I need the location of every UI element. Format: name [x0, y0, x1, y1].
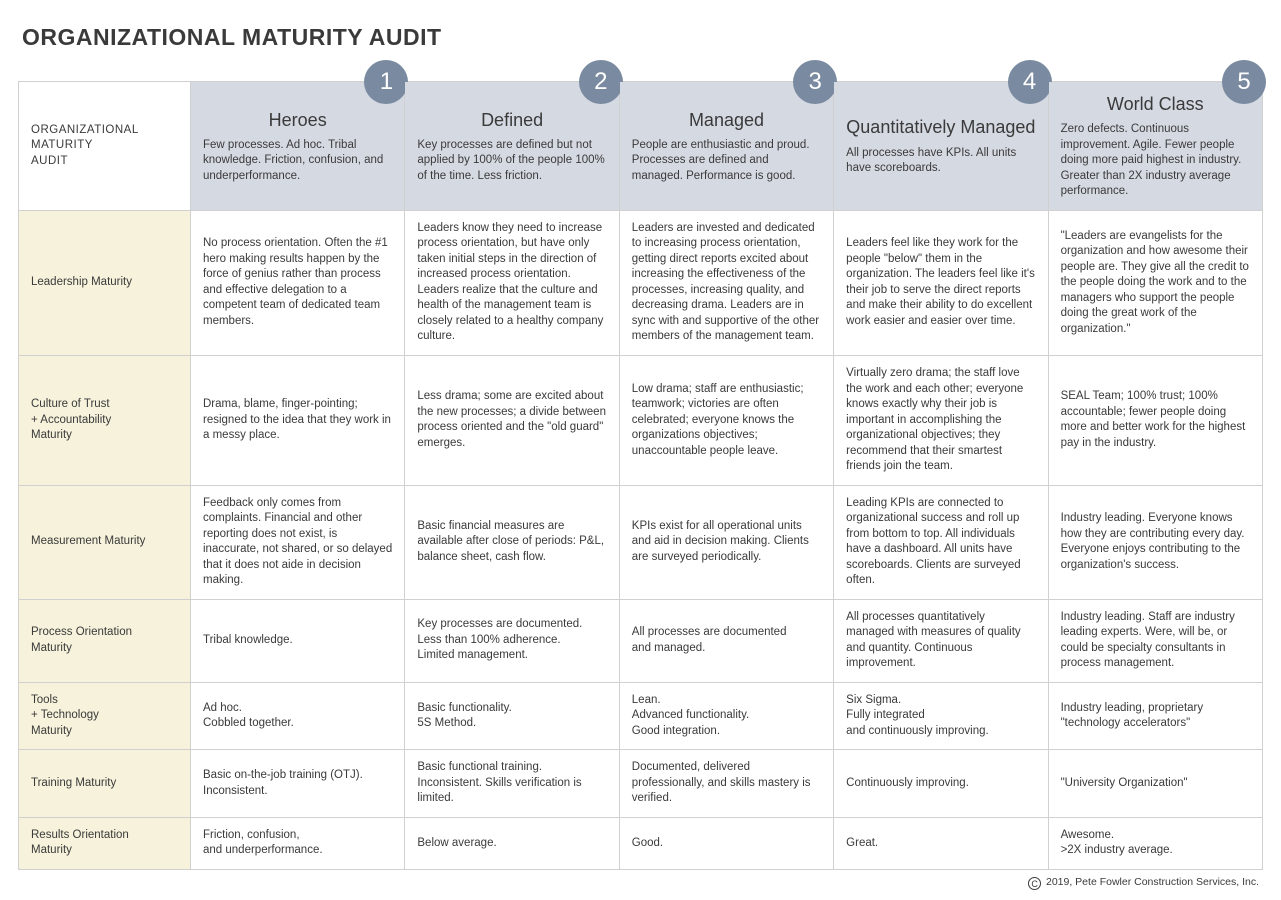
table-row: Culture of Trust+ AccountabilityMaturity…: [19, 356, 1263, 486]
level-title: Quantitatively Managed: [846, 115, 1035, 139]
cell: Feedback only comes from complaints. Fin…: [191, 485, 405, 599]
level-badge-2: 2: [579, 60, 623, 104]
cell: Tribal knowledge.: [191, 599, 405, 682]
cell: "University Organization": [1048, 750, 1262, 818]
cell: Below average.: [405, 817, 619, 869]
table-row: Results OrientationMaturityFriction, con…: [19, 817, 1263, 869]
cell: Industry leading. Staff are industry lea…: [1048, 599, 1262, 682]
cell: Basic functionality.5S Method.: [405, 682, 619, 750]
cell: Continuously improving.: [834, 750, 1048, 818]
cell: Good.: [619, 817, 833, 869]
page-title: ORGANIZATIONAL MATURITY AUDIT: [22, 24, 1263, 51]
cell: Basic functional training. Inconsistent.…: [405, 750, 619, 818]
cell: Awesome.>2X industry average.: [1048, 817, 1262, 869]
level-desc: People are enthusiastic and proud. Proce…: [632, 138, 821, 185]
level-title: Heroes: [203, 108, 392, 132]
level-desc: Zero defects. Continuous improvement. Ag…: [1061, 122, 1250, 200]
level-title: World Class: [1061, 92, 1250, 116]
level-title: Defined: [417, 108, 606, 132]
level-desc: Few processes. Ad hoc. Tribal knowledge.…: [203, 138, 392, 185]
corner-cell: ORGANIZATIONALMATURITYAUDIT: [19, 82, 191, 211]
cell: Leaders feel like they work for the peop…: [834, 210, 1048, 355]
cell: Six Sigma.Fully integratedand continuous…: [834, 682, 1048, 750]
cell: SEAL Team; 100% trust; 100% accountable;…: [1048, 356, 1262, 486]
cell: KPIs exist for all operational units and…: [619, 485, 833, 599]
table-row: Tools+ TechnologyMaturityAd hoc.Cobbled …: [19, 682, 1263, 750]
row-header: Culture of Trust+ AccountabilityMaturity: [19, 356, 191, 486]
level-header-4: 4Quantitatively ManagedAll processes hav…: [834, 82, 1048, 211]
cell: "Leaders are evangelists for the organiz…: [1048, 210, 1262, 355]
cell: No process orientation. Often the #1 her…: [191, 210, 405, 355]
level-header-3: 3ManagedPeople are enthusiastic and prou…: [619, 82, 833, 211]
cell: Leading KPIs are connected to organizati…: [834, 485, 1048, 599]
cell: Industry leading. Everyone knows how the…: [1048, 485, 1262, 599]
cell: Great.: [834, 817, 1048, 869]
row-header: Training Maturity: [19, 750, 191, 818]
cell: Documented, delivered professionally, an…: [619, 750, 833, 818]
corner-label: ORGANIZATIONALMATURITYAUDIT: [31, 124, 139, 167]
row-header: Results OrientationMaturity: [19, 817, 191, 869]
row-header: Measurement Maturity: [19, 485, 191, 599]
level-badge-1: 1: [364, 60, 408, 104]
level-header-1: 1HeroesFew processes. Ad hoc. Tribal kno…: [191, 82, 405, 211]
level-desc: Key processes are defined but not applie…: [417, 138, 606, 185]
level-title: Managed: [632, 108, 821, 132]
level-header-2: 2DefinedKey processes are defined but no…: [405, 82, 619, 211]
footer-text: 2019, Pete Fowler Construction Services,…: [1046, 876, 1259, 888]
table-body: Leadership MaturityNo process orientatio…: [19, 210, 1263, 869]
level-badge-5: 5: [1222, 60, 1266, 104]
header-row: ORGANIZATIONALMATURITYAUDIT 1HeroesFew p…: [19, 82, 1263, 211]
table-row: Measurement MaturityFeedback only comes …: [19, 485, 1263, 599]
cell: All processes quantitatively managed wit…: [834, 599, 1048, 682]
cell: Low drama; staff are enthusiastic; teamw…: [619, 356, 833, 486]
table-row: Leadership MaturityNo process orientatio…: [19, 210, 1263, 355]
level-desc: All processes have KPIs. All units have …: [846, 146, 1035, 177]
cell: Less drama; some are excited about the n…: [405, 356, 619, 486]
level-badge-4: 4: [1008, 60, 1052, 104]
page: ORGANIZATIONAL MATURITY AUDIT ORGANIZATI…: [0, 0, 1281, 900]
cell: Ad hoc.Cobbled together.: [191, 682, 405, 750]
cell: Basic on-the-job training (OTJ). Inconsi…: [191, 750, 405, 818]
cell: Industry leading, proprietary "technolog…: [1048, 682, 1262, 750]
cell: Drama, blame, finger-pointing; resigned …: [191, 356, 405, 486]
footer: C 2019, Pete Fowler Construction Service…: [18, 870, 1263, 890]
cell: All processes are documentedand managed.: [619, 599, 833, 682]
table-row: Training MaturityBasic on-the-job traini…: [19, 750, 1263, 818]
row-header: Leadership Maturity: [19, 210, 191, 355]
row-header: Tools+ TechnologyMaturity: [19, 682, 191, 750]
table-row: Process OrientationMaturityTribal knowle…: [19, 599, 1263, 682]
cell: Friction, confusion,and underperformance…: [191, 817, 405, 869]
cell: Leaders are invested and dedicated to in…: [619, 210, 833, 355]
copyright-icon: C: [1028, 877, 1041, 890]
level-header-5: 5World ClassZero defects. Continuous imp…: [1048, 82, 1262, 211]
cell: Lean.Advanced functionality.Good integra…: [619, 682, 833, 750]
maturity-table: ORGANIZATIONALMATURITYAUDIT 1HeroesFew p…: [18, 81, 1263, 870]
cell: Virtually zero drama; the staff love the…: [834, 356, 1048, 486]
cell: Key processes are documented.Less than 1…: [405, 599, 619, 682]
cell: Basic financial measures are available a…: [405, 485, 619, 599]
level-badge-3: 3: [793, 60, 837, 104]
cell: Leaders know they need to increase proce…: [405, 210, 619, 355]
row-header: Process OrientationMaturity: [19, 599, 191, 682]
